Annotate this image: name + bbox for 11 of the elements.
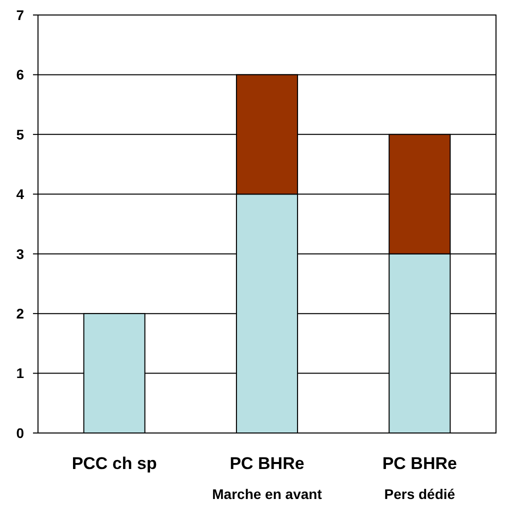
y-tick-label: 1 [16,365,24,382]
y-tick-label: 2 [16,305,24,322]
y-tick-label: 5 [16,126,24,142]
x-tick-label: PC BHRe Marche en avant [212,454,322,502]
x-tick-label: PC BHRe Pers dédié [382,454,457,502]
y-tick-label: 7 [16,6,24,23]
y-tick-label: 3 [16,246,24,262]
y-tick-label: 0 [16,424,24,441]
x-tick-label: PCC ch sp [72,454,157,473]
y-tick-label: 4 [16,186,24,202]
y-tick-label: 6 [16,66,24,83]
